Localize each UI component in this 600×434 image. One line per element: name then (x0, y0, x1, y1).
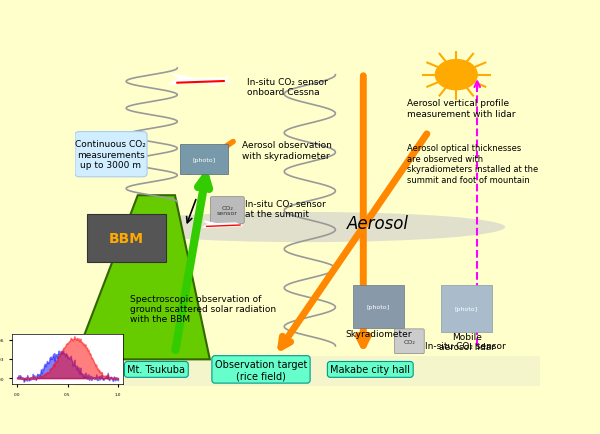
Ellipse shape (110, 213, 505, 243)
Text: In-situ CO₂ sensor: In-situ CO₂ sensor (425, 341, 505, 350)
FancyBboxPatch shape (75, 356, 540, 386)
Polygon shape (75, 196, 210, 359)
FancyBboxPatch shape (211, 197, 244, 224)
FancyBboxPatch shape (394, 329, 424, 354)
Text: Aerosol vertical profile
measurement with lidar: Aerosol vertical profile measurement wit… (407, 99, 516, 118)
FancyBboxPatch shape (180, 145, 229, 175)
Text: Skyradiometer: Skyradiometer (345, 329, 412, 338)
Text: Spectroscopic observation of
ground scattered solar radiation
with the BBM: Spectroscopic observation of ground scat… (130, 294, 276, 324)
Polygon shape (204, 83, 218, 87)
Text: Aerosol: Aerosol (347, 214, 409, 233)
Text: Continuous CO₂
measurements
up to 3000 m: Continuous CO₂ measurements up to 3000 m (76, 140, 146, 170)
FancyBboxPatch shape (353, 285, 404, 329)
FancyBboxPatch shape (75, 52, 540, 386)
Text: Observation target
(rice field): Observation target (rice field) (215, 359, 307, 380)
Text: [photo]: [photo] (193, 158, 216, 162)
Text: BBM: BBM (109, 231, 143, 245)
Polygon shape (173, 75, 194, 82)
Text: Mt. Tsukuba: Mt. Tsukuba (127, 365, 185, 375)
FancyBboxPatch shape (75, 132, 147, 178)
Text: Aerosol observation
with skyradiometer: Aerosol observation with skyradiometer (242, 141, 332, 160)
Text: In-situ CO₂ sensor
at the summit: In-situ CO₂ sensor at the summit (245, 200, 325, 219)
FancyBboxPatch shape (86, 214, 166, 263)
Text: In-situ CO₂ sensor
onboard Cessna: In-situ CO₂ sensor onboard Cessna (247, 78, 328, 97)
Text: CO₂
sensor: CO₂ sensor (217, 205, 238, 216)
Polygon shape (204, 221, 219, 226)
Text: [photo]: [photo] (455, 306, 478, 311)
Text: CO₂: CO₂ (403, 339, 415, 344)
Text: [photo]: [photo] (367, 305, 390, 309)
FancyBboxPatch shape (442, 285, 492, 332)
Circle shape (436, 60, 477, 91)
Polygon shape (221, 77, 229, 82)
Polygon shape (168, 79, 231, 85)
Text: Makabe city hall: Makabe city hall (330, 365, 410, 375)
Polygon shape (203, 224, 242, 228)
Text: Mobile
aerosol lidar: Mobile aerosol lidar (439, 332, 495, 352)
Text: Aerosol optical thicknesses
are observed with
skyradiometers installed at the
su: Aerosol optical thicknesses are observed… (407, 144, 539, 184)
